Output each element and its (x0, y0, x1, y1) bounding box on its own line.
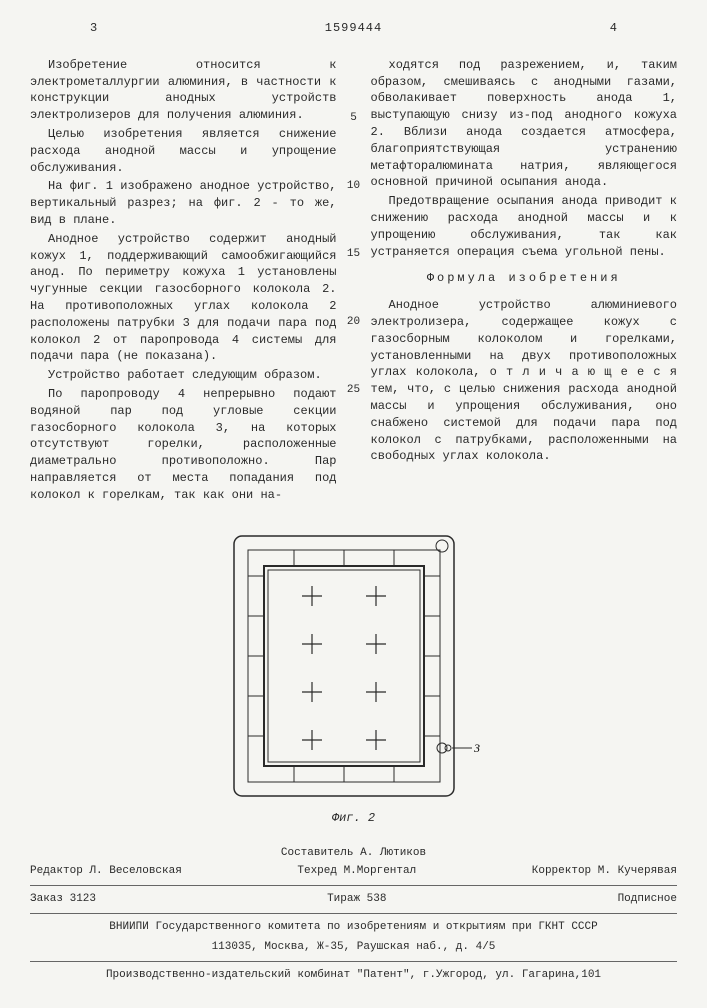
para: На фиг. 1 изображено анодное устройство,… (30, 178, 337, 228)
editor: Редактор Л. Веселовская (30, 864, 182, 879)
ref-label-3: 3 (473, 741, 480, 755)
right-page-number: 4 (610, 20, 617, 37)
order: Заказ 3123 (30, 892, 96, 907)
line-marker: 25 (347, 383, 360, 398)
page-header: 3 1599444 4 (30, 20, 677, 37)
para: Изобретение относится к электрометаллург… (30, 57, 337, 124)
formula-title: Формула изобретения (371, 270, 678, 287)
line-number-gutter: 5 10 15 20 25 (345, 57, 363, 506)
left-page-number: 3 (90, 20, 97, 37)
right-column: ходятся под разрежением, и, таким образо… (371, 57, 678, 506)
divider (30, 961, 677, 962)
compiler: Составитель А. Лютиков (30, 846, 677, 861)
vniipi-address: 113035, Москва, Ж-35, Раушская наб., д. … (30, 940, 677, 955)
techred: Техред М.Моргентал (297, 864, 416, 879)
para: Предотвращение осыпания анода приводит к… (371, 193, 678, 260)
figure-2: 3 Фиг. 2 (30, 526, 677, 827)
tirazh: Тираж 538 (327, 892, 386, 907)
line-marker: 20 (347, 315, 360, 330)
divider (30, 913, 677, 914)
divider (30, 885, 677, 886)
vniipi: ВНИИПИ Государственного комитета по изоб… (30, 920, 677, 935)
corrector: Корректор М. Кучерявая (532, 864, 677, 879)
text-columns: Изобретение относится к электрометаллург… (30, 57, 677, 506)
para: Устройство работает следующим образом. (30, 367, 337, 384)
para: По паропроводу 4 непрерывно подают водян… (30, 386, 337, 504)
para: ходятся под разрежением, и, таким образо… (371, 57, 678, 191)
line-marker: 10 (347, 179, 360, 194)
line-marker: 15 (347, 247, 360, 262)
figure-label: Фиг. 2 (30, 810, 677, 827)
patent-number: 1599444 (325, 20, 382, 37)
para: Анодное устройство содержит анодный кожу… (30, 231, 337, 365)
production: Производственно-издательский комбинат "П… (30, 968, 677, 983)
subscription: Подписное (618, 892, 677, 907)
line-marker: 5 (350, 111, 357, 126)
credits-block: Составитель А. Лютиков Редактор Л. Весел… (30, 846, 677, 983)
credits-row: Редактор Л. Веселовская Техред М.Моргент… (30, 864, 677, 879)
figure-svg: 3 (224, 526, 484, 806)
para: Анодное устройство алюминиевого электрол… (371, 297, 678, 465)
left-column: Изобретение относится к электрометаллург… (30, 57, 337, 506)
order-row: Заказ 3123 Тираж 538 Подписное (30, 892, 677, 907)
para: Целью изобретения является снижение расх… (30, 126, 337, 176)
